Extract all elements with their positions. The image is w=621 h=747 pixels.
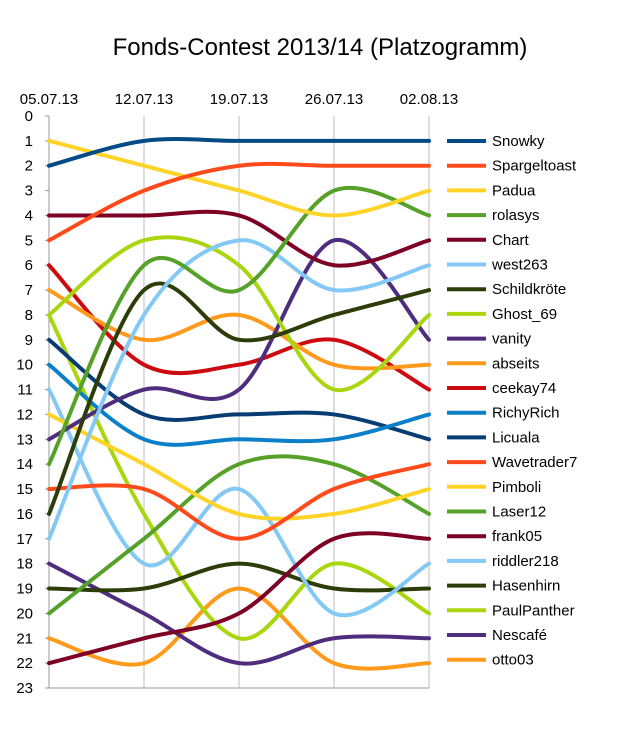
legend-label: Laser12	[492, 504, 546, 521]
series-line-Padua	[47, 138, 431, 218]
axes: 0123456789101112131415161718192021222305…	[16, 91, 458, 697]
x-tick-label: 12.07.13	[115, 91, 173, 108]
series-line-otto03	[47, 586, 431, 671]
legend-label: frank05	[492, 528, 542, 545]
series-line-Nescafé	[47, 561, 431, 666]
y-tick-label: 0	[25, 108, 33, 125]
legend-label: vanity	[492, 331, 532, 348]
legend-label: Ghost_69	[492, 306, 557, 323]
x-tick-label: 19.07.13	[210, 91, 268, 108]
series-line-Pimboli	[47, 412, 431, 521]
legend-label: riddler218	[492, 553, 559, 570]
y-tick-label: 9	[25, 332, 33, 349]
series-line-Chart	[47, 209, 431, 268]
legend-label: Snowky	[492, 133, 545, 150]
legend-label: PaulPanther	[492, 602, 575, 619]
legend-label: RichyRich	[492, 405, 560, 422]
y-tick-label: 8	[25, 307, 33, 324]
legend-label: Licuala	[492, 429, 540, 446]
legend-label: Wavetrader7	[492, 454, 577, 471]
legend: Snowky Spargeltoast Padua rolasys Chart west2…	[447, 133, 577, 669]
series-line-Wavetrader7	[47, 462, 431, 541]
legend-label: otto03	[492, 652, 534, 669]
y-tick-label: 2	[25, 158, 33, 175]
legend-label: Chart	[492, 232, 530, 249]
y-tick-label: 22	[16, 655, 33, 672]
x-gridlines	[143, 116, 430, 688]
series-line-Licuala	[47, 337, 431, 442]
y-tick-label: 14	[16, 456, 33, 473]
y-tick-label: 16	[16, 506, 33, 523]
y-tick-label: 23	[16, 680, 33, 697]
series-line-Hasenhirn	[47, 561, 431, 593]
series-line-ceekay74	[47, 263, 431, 392]
y-tick-label: 1	[25, 133, 33, 150]
legend-label: Hasenhirn	[492, 578, 560, 595]
legend-label: Spargeltoast	[492, 158, 577, 175]
series-lines	[47, 137, 431, 671]
series-line-RichyRich	[47, 362, 431, 447]
series-line-frank05	[47, 531, 431, 666]
y-tick-label: 10	[16, 357, 33, 374]
series-line-PaulPanther	[47, 312, 431, 641]
legend-label: west263	[491, 257, 548, 274]
series-line-abseits	[47, 288, 431, 371]
series-line-Spargeltoast	[47, 161, 431, 243]
y-tick-label: 6	[25, 257, 33, 274]
y-tick-label: 20	[16, 605, 33, 622]
legend-label: Pimboli	[492, 479, 541, 496]
series-line-Ghost_69	[47, 235, 431, 393]
legend-label: Schildkröte	[492, 281, 566, 298]
y-tick-label: 5	[25, 232, 33, 249]
x-tick-label: 26.07.13	[305, 91, 363, 108]
chart-title: Fonds-Contest 2013/14 (Platzogramm)	[113, 34, 528, 61]
legend-label: Padua	[492, 182, 536, 199]
y-tick-label: 18	[16, 556, 33, 573]
series-line-riddler218	[47, 387, 431, 618]
series-line-Snowky	[47, 137, 431, 168]
series-line-Schildkröte	[47, 281, 431, 516]
legend-label: abseits	[492, 355, 540, 372]
y-tick-label: 3	[25, 183, 33, 200]
y-tick-label: 19	[16, 581, 33, 598]
y-tick-label: 7	[25, 282, 33, 299]
legend-label: ceekay74	[492, 380, 556, 397]
y-tick-label: 17	[16, 531, 33, 548]
series-line-west263	[47, 238, 431, 541]
series-line-rolasys	[47, 185, 431, 467]
legend-label: Nescafé	[492, 627, 547, 644]
y-tick-label: 21	[16, 630, 33, 647]
x-tick-label: 05.07.13	[20, 91, 78, 108]
y-tick-label: 12	[16, 406, 33, 423]
y-tick-label: 4	[25, 207, 33, 224]
y-tick-label: 11	[17, 382, 33, 399]
legend-label: rolasys	[492, 207, 540, 224]
y-tick-label: 13	[16, 431, 33, 448]
x-tick-label: 02.08.13	[400, 91, 458, 108]
y-tick-label: 15	[16, 481, 33, 498]
